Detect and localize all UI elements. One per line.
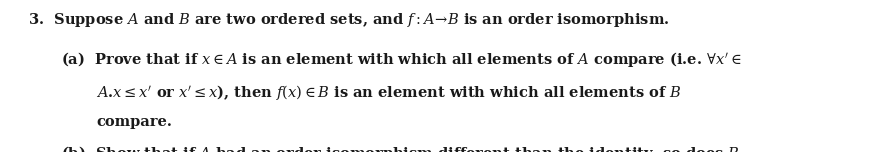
Text: (a)  Prove that if $x \in A$ is an element with which all elements of $A$ compar: (a) Prove that if $x \in A$ is an elemen… [61,50,740,69]
Text: (b)  Show that if $A$ had an order isomorphism different than the identity, so d: (b) Show that if $A$ had an order isomor… [61,144,744,152]
Text: 3.  Suppose $A$ and $B$ are two ordered sets, and $f : A\!\rightarrow\! B$ is an: 3. Suppose $A$ and $B$ are two ordered s… [28,11,670,29]
Text: compare.: compare. [96,115,172,129]
Text: $A$.$x \leq x'$ or $x' \leq x$), then $f(x) \in B$ is an element with which all : $A$.$x \leq x'$ or $x' \leq x$), then $f… [96,83,682,102]
